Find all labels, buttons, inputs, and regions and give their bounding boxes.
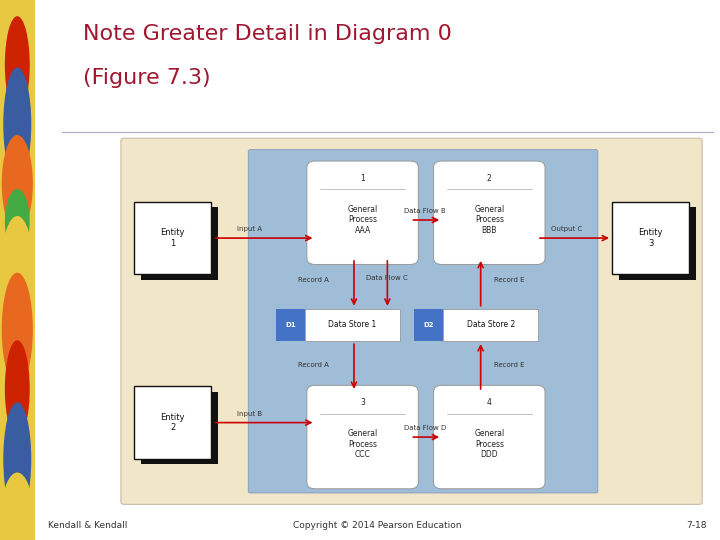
- Text: Data Store 1: Data Store 1: [328, 320, 377, 329]
- Bar: [305, 309, 400, 341]
- Text: General
Process
BBB: General Process BBB: [474, 205, 505, 235]
- Text: Entity
2: Entity 2: [161, 413, 185, 433]
- Text: Output C: Output C: [552, 226, 582, 232]
- Text: 7-18: 7-18: [685, 521, 706, 530]
- Ellipse shape: [1, 216, 33, 313]
- Text: 3: 3: [360, 398, 365, 407]
- Text: Record E: Record E: [494, 362, 525, 368]
- Text: D2: D2: [423, 322, 434, 328]
- Bar: [611, 202, 689, 274]
- FancyBboxPatch shape: [307, 386, 418, 489]
- Text: Entity
3: Entity 3: [638, 228, 662, 248]
- Text: Data Flow B: Data Flow B: [404, 208, 446, 214]
- Text: Note Greater Detail in Diagram 0: Note Greater Detail in Diagram 0: [83, 24, 451, 44]
- Bar: [134, 387, 212, 459]
- Text: Data Store 2: Data Store 2: [467, 320, 515, 329]
- Text: 2: 2: [487, 174, 492, 183]
- Ellipse shape: [1, 135, 33, 232]
- Ellipse shape: [5, 16, 30, 113]
- Bar: [276, 309, 305, 341]
- FancyBboxPatch shape: [433, 386, 545, 489]
- Text: General
Process
AAA: General Process AAA: [348, 205, 378, 235]
- Text: Record E: Record E: [494, 276, 525, 283]
- Ellipse shape: [5, 340, 30, 437]
- Text: Record A: Record A: [298, 276, 329, 283]
- Ellipse shape: [4, 68, 31, 181]
- Text: General
Process
DDD: General Process DDD: [474, 429, 505, 459]
- FancyBboxPatch shape: [433, 161, 545, 265]
- Bar: [618, 207, 696, 280]
- Ellipse shape: [1, 273, 33, 386]
- Text: 4: 4: [487, 398, 492, 407]
- Text: Entity
1: Entity 1: [161, 228, 185, 248]
- Bar: [444, 309, 539, 341]
- Text: (Figure 7.3): (Figure 7.3): [83, 68, 210, 87]
- Text: Record A: Record A: [298, 362, 329, 368]
- Text: Data Flow D: Data Flow D: [404, 425, 446, 431]
- Text: General
Process
CCC: General Process CCC: [348, 429, 378, 459]
- Bar: [140, 392, 218, 464]
- Bar: [134, 202, 212, 274]
- Ellipse shape: [4, 402, 31, 516]
- Ellipse shape: [1, 472, 33, 540]
- Text: Data Flow C: Data Flow C: [366, 275, 408, 281]
- Ellipse shape: [5, 189, 30, 254]
- Bar: [140, 207, 218, 280]
- Text: Copyright © 2014 Pearson Education: Copyright © 2014 Pearson Education: [293, 521, 462, 530]
- FancyBboxPatch shape: [307, 161, 418, 265]
- Text: Input A: Input A: [237, 226, 262, 232]
- Text: 1: 1: [360, 174, 365, 183]
- Text: Kendall & Kendall: Kendall & Kendall: [48, 521, 127, 530]
- FancyBboxPatch shape: [121, 138, 702, 504]
- Text: D1: D1: [285, 322, 296, 328]
- Text: Input B: Input B: [237, 410, 262, 416]
- FancyBboxPatch shape: [248, 150, 598, 493]
- Ellipse shape: [1, 0, 33, 148]
- Bar: [415, 309, 444, 341]
